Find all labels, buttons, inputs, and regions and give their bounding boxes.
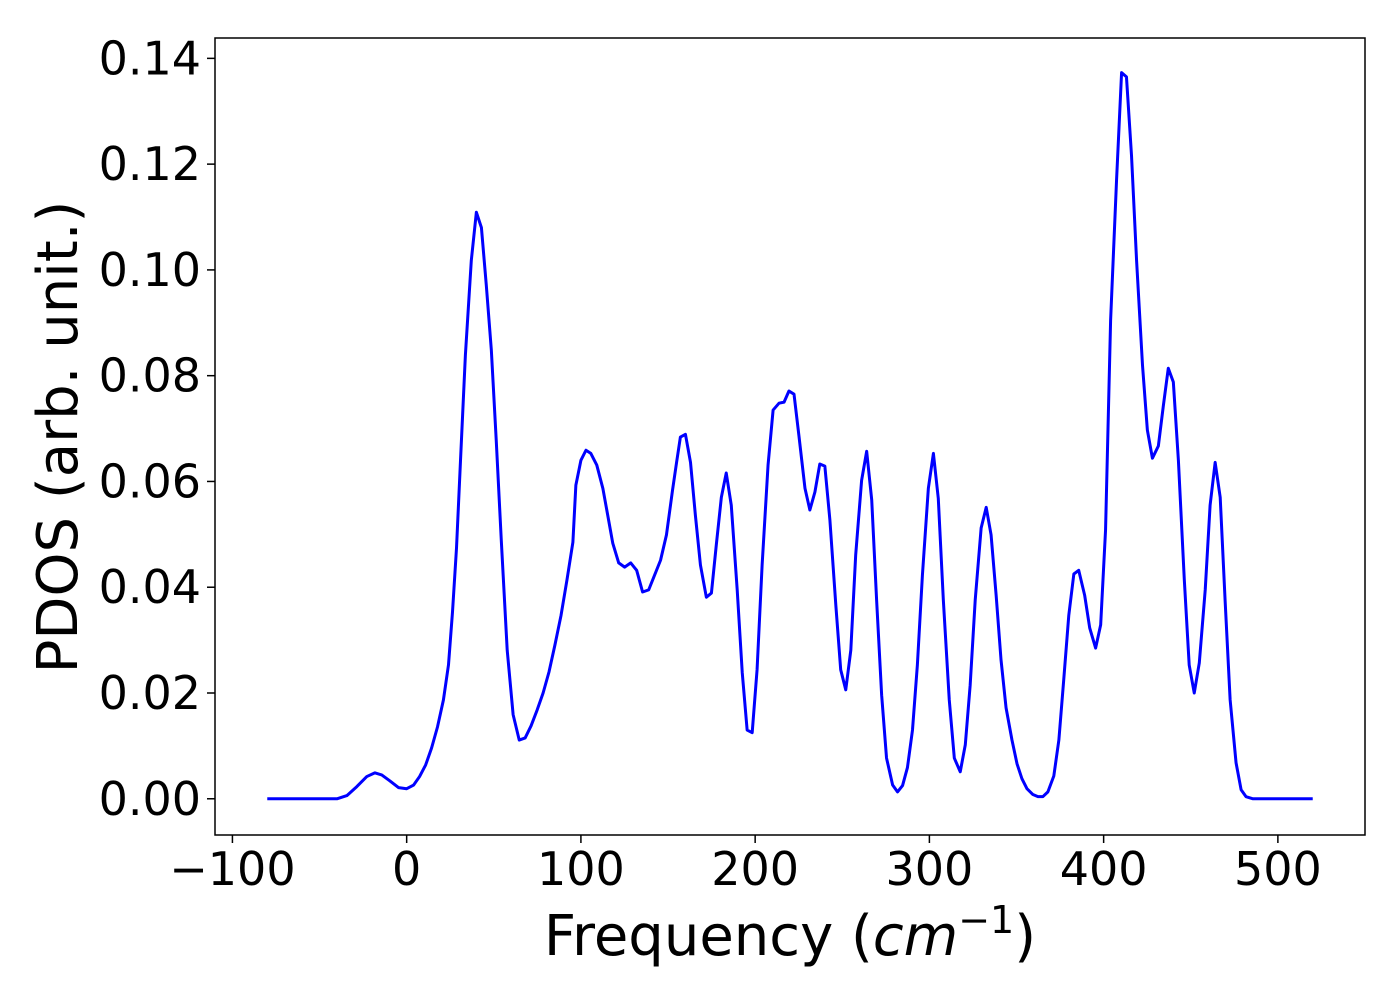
y-tick-label: 0.08 (99, 349, 201, 403)
x-tick-label: −100 (169, 842, 295, 896)
y-axis-label: PDOS (arb. unit.) (26, 201, 91, 674)
x-label-close: ) (1014, 904, 1036, 969)
y-tick-label: 0.10 (99, 243, 201, 297)
y-tick-label: 0.12 (99, 137, 201, 191)
x-tick-label: 100 (537, 842, 625, 896)
y-tick-label: 0.02 (99, 666, 201, 720)
plot-frame (214, 37, 1366, 836)
x-label-text: Frequency ( (544, 904, 873, 969)
x-tick-label: 300 (885, 842, 973, 896)
x-tick-label: 500 (1234, 842, 1322, 896)
y-tick-label: 0.04 (99, 560, 201, 614)
x-label-unit: cm (873, 904, 958, 969)
y-tick-label: 0.00 (99, 772, 201, 826)
data-line (267, 71, 1313, 801)
x-axis-label: Frequency (cm−1) (544, 898, 1036, 969)
x-tick-label: 0 (392, 842, 421, 896)
x-tick-label: 400 (1060, 842, 1148, 896)
y-tick-label: 0.06 (99, 454, 201, 508)
x-tick-label: 200 (711, 842, 799, 896)
x-label-exponent: −1 (958, 898, 1014, 942)
y-tick-label: 0.14 (99, 31, 201, 85)
